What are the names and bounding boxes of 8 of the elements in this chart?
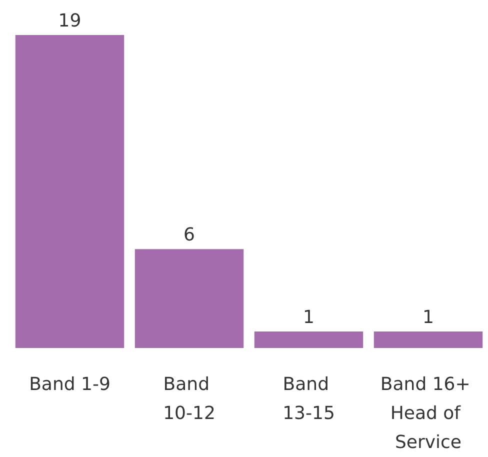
x-tick-label: Band 10-12 xyxy=(163,374,216,424)
x-tick-label: Band 1-9 xyxy=(29,374,110,395)
x-tick-label: Band 16+ Head of Service xyxy=(380,374,476,453)
data-label: 19 xyxy=(58,10,82,32)
data-label: 1 xyxy=(303,307,314,328)
data-label: 6 xyxy=(184,224,195,246)
data-label: 1 xyxy=(422,307,434,328)
x-tick-label: Band 13-15 xyxy=(282,374,335,424)
